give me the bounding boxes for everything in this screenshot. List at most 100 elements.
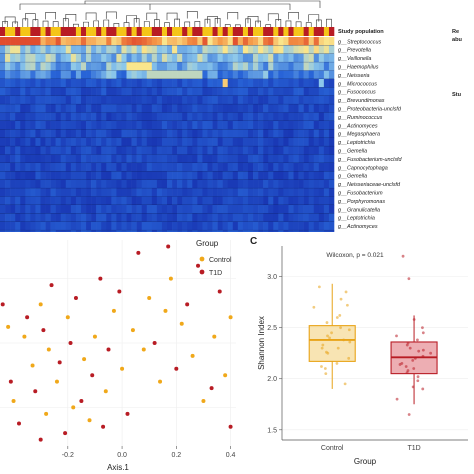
heat-cell [283,188,289,197]
heat-cell [313,205,320,214]
taxon-label: g__Gemella [338,174,367,180]
heat-cell [5,79,11,88]
heat-cell [96,221,102,231]
heat-cell [323,221,330,231]
heat-cell [156,221,163,231]
jitter-point [421,348,425,352]
scatter-point [38,302,43,307]
heat-cell [0,37,6,46]
heat-cell [80,53,87,63]
heat-cell [247,70,254,80]
heat-cell [80,70,87,80]
heat-cell [192,112,198,122]
heat-cell [283,37,289,46]
heat-cell [303,70,309,80]
heat-cell [232,146,239,155]
scatter-point [6,324,11,329]
heat-cell [121,53,127,63]
dendrogram-branch [32,19,39,27]
scatter-point [166,244,171,249]
heat-cell [96,53,102,63]
heat-cell [182,213,188,223]
heat-cell [106,121,112,130]
heat-cell [141,137,148,147]
heat-cell [263,121,269,130]
heat-cell [116,129,122,139]
heat-cell [15,230,21,232]
heat-cell [323,230,330,232]
heat-cell [253,179,259,189]
scatter-point [33,389,38,394]
heat-cell [111,137,117,147]
heat-cell [268,230,274,232]
heat-cell [293,87,299,97]
heat-cell [172,196,178,206]
heat-cell [172,104,178,113]
heat-cell [197,37,203,46]
heat-cell [116,37,122,46]
dendrogram-branch [265,24,272,27]
heat-cell [65,163,72,172]
heat-cell [207,121,213,130]
heat-cell [86,53,92,63]
heat-cell [35,196,41,206]
heat-cell [136,179,142,189]
heat-cell [242,230,249,232]
heat-cell [177,87,183,97]
jitter-point [325,321,329,324]
heat-cell [293,230,299,232]
heat-cell [5,129,11,139]
heat-cell [298,37,304,46]
heat-cell [116,221,122,231]
heat-cell [298,171,304,181]
heat-cell [187,221,193,231]
dendrogram-branch [295,21,302,27]
heat-cell [192,37,198,46]
heat-cell [106,171,112,181]
heat-cell [86,230,92,232]
heat-cell [187,45,193,55]
heat-cell [303,221,309,231]
heat-cell [207,95,213,105]
heat-cell [146,95,153,105]
heat-cell [202,205,208,214]
heat-cell [151,87,158,97]
heat-cell [217,79,223,88]
heat-cell [202,62,208,71]
heat-cell [318,221,325,231]
heat-cell [60,53,67,63]
heat-cell [227,154,234,164]
heat-cell [86,221,92,231]
scatter-point [49,283,54,288]
heat-cell [45,213,51,223]
heat-cell [182,62,188,71]
taxon-label: g__Haemophilus [338,65,379,71]
heat-cell [167,104,173,113]
heat-cell [202,45,208,55]
heat-cell [303,37,309,46]
heat-cell [278,112,284,122]
heat-cell [182,53,188,63]
heat-cell [242,45,249,55]
jitter-point [407,277,411,281]
annotation-cell [121,27,127,36]
heat-cell [40,196,46,206]
heat-cell [268,188,274,197]
dendrogram-top [19,0,321,10]
dendrogram-branch [186,11,198,19]
dendrogram-branch [166,12,178,21]
dendrogram-branch [103,19,110,27]
heat-cell [70,45,77,55]
heat-cell [197,121,203,130]
heat-cell [131,87,137,97]
heat-cell [288,95,294,105]
heat-cell [197,79,203,88]
heat-cell [308,221,315,231]
heat-cell [20,53,26,63]
heat-cell [156,129,163,139]
heat-cell [151,146,158,155]
heat-cell [121,171,127,181]
heat-cell [212,137,218,147]
heat-cell [55,205,62,214]
